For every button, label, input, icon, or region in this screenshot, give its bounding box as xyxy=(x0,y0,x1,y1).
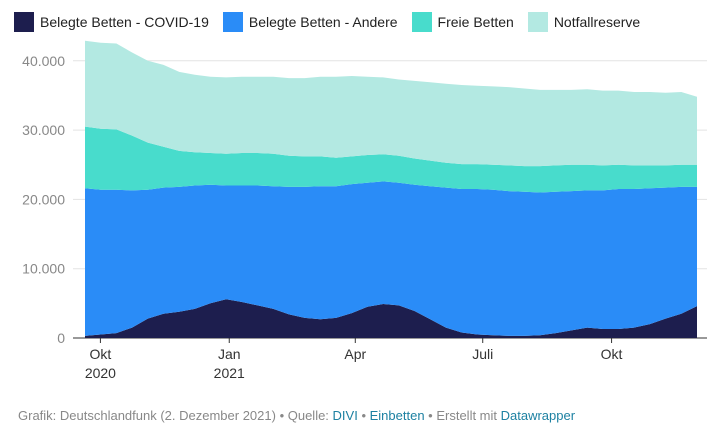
legend-swatch-reserve xyxy=(527,12,548,32)
x-tick-label-2: Apr xyxy=(344,346,366,362)
embed-link[interactable]: Einbetten xyxy=(369,408,425,423)
x-tick-sublabel-1: 2021 xyxy=(214,365,245,381)
area-series-3 xyxy=(85,40,697,167)
legend-item-other[interactable]: Belegte Betten - Andere xyxy=(222,12,398,32)
legend: Belegte Betten - COVID-19 Belegte Betten… xyxy=(14,12,654,32)
footer-credit: Grafik: Deutschlandfunk (2. Dezember 202… xyxy=(18,408,333,423)
area-series-0 xyxy=(85,299,697,338)
x-tick-label-3: Juli xyxy=(472,346,493,362)
legend-label-reserve: Notfallreserve xyxy=(553,14,641,30)
legend-label-covid: Belegte Betten - COVID-19 xyxy=(40,14,209,30)
legend-label-other: Belegte Betten - Andere xyxy=(248,14,398,30)
legend-item-free[interactable]: Freie Betten xyxy=(411,12,514,32)
legend-swatch-covid xyxy=(14,12,34,32)
footer-created-with: • Erstellt mit xyxy=(424,408,501,423)
footer-separator: • xyxy=(357,408,370,423)
y-tick-label-0: 0 xyxy=(57,330,65,346)
y-tick-label-2: 20.000 xyxy=(22,191,65,207)
x-tick-label-4: Okt xyxy=(601,346,623,362)
source-link-divi[interactable]: DIVI xyxy=(332,408,358,423)
y-tick-label-3: 30.000 xyxy=(22,122,65,138)
chart-footer: Grafik: Deutschlandfunk (2. Dezember 202… xyxy=(18,408,575,423)
y-tick-label-4: 40.000 xyxy=(22,53,65,69)
legend-label-free: Freie Betten xyxy=(437,14,514,30)
legend-swatch-free xyxy=(411,12,432,32)
datawrapper-link[interactable]: Datawrapper xyxy=(500,408,576,423)
x-tick-label-1: Jan xyxy=(218,346,241,362)
y-tick-label-1: 10.000 xyxy=(22,261,65,277)
legend-swatch-other xyxy=(222,12,243,32)
x-tick-label-0: Okt xyxy=(90,346,112,362)
area-layer xyxy=(85,40,697,338)
legend-item-covid[interactable]: Belegte Betten - COVID-19 xyxy=(14,12,209,32)
area-series-2 xyxy=(85,126,697,193)
area-series-1 xyxy=(85,181,697,336)
legend-item-reserve[interactable]: Notfallreserve xyxy=(527,12,641,32)
axis-layer: 0 10.000 20.000 30.000 40.000 Okt 2020 Jan 2021 A… xyxy=(22,53,622,381)
x-tick-sublabel-0: 2020 xyxy=(85,365,116,381)
